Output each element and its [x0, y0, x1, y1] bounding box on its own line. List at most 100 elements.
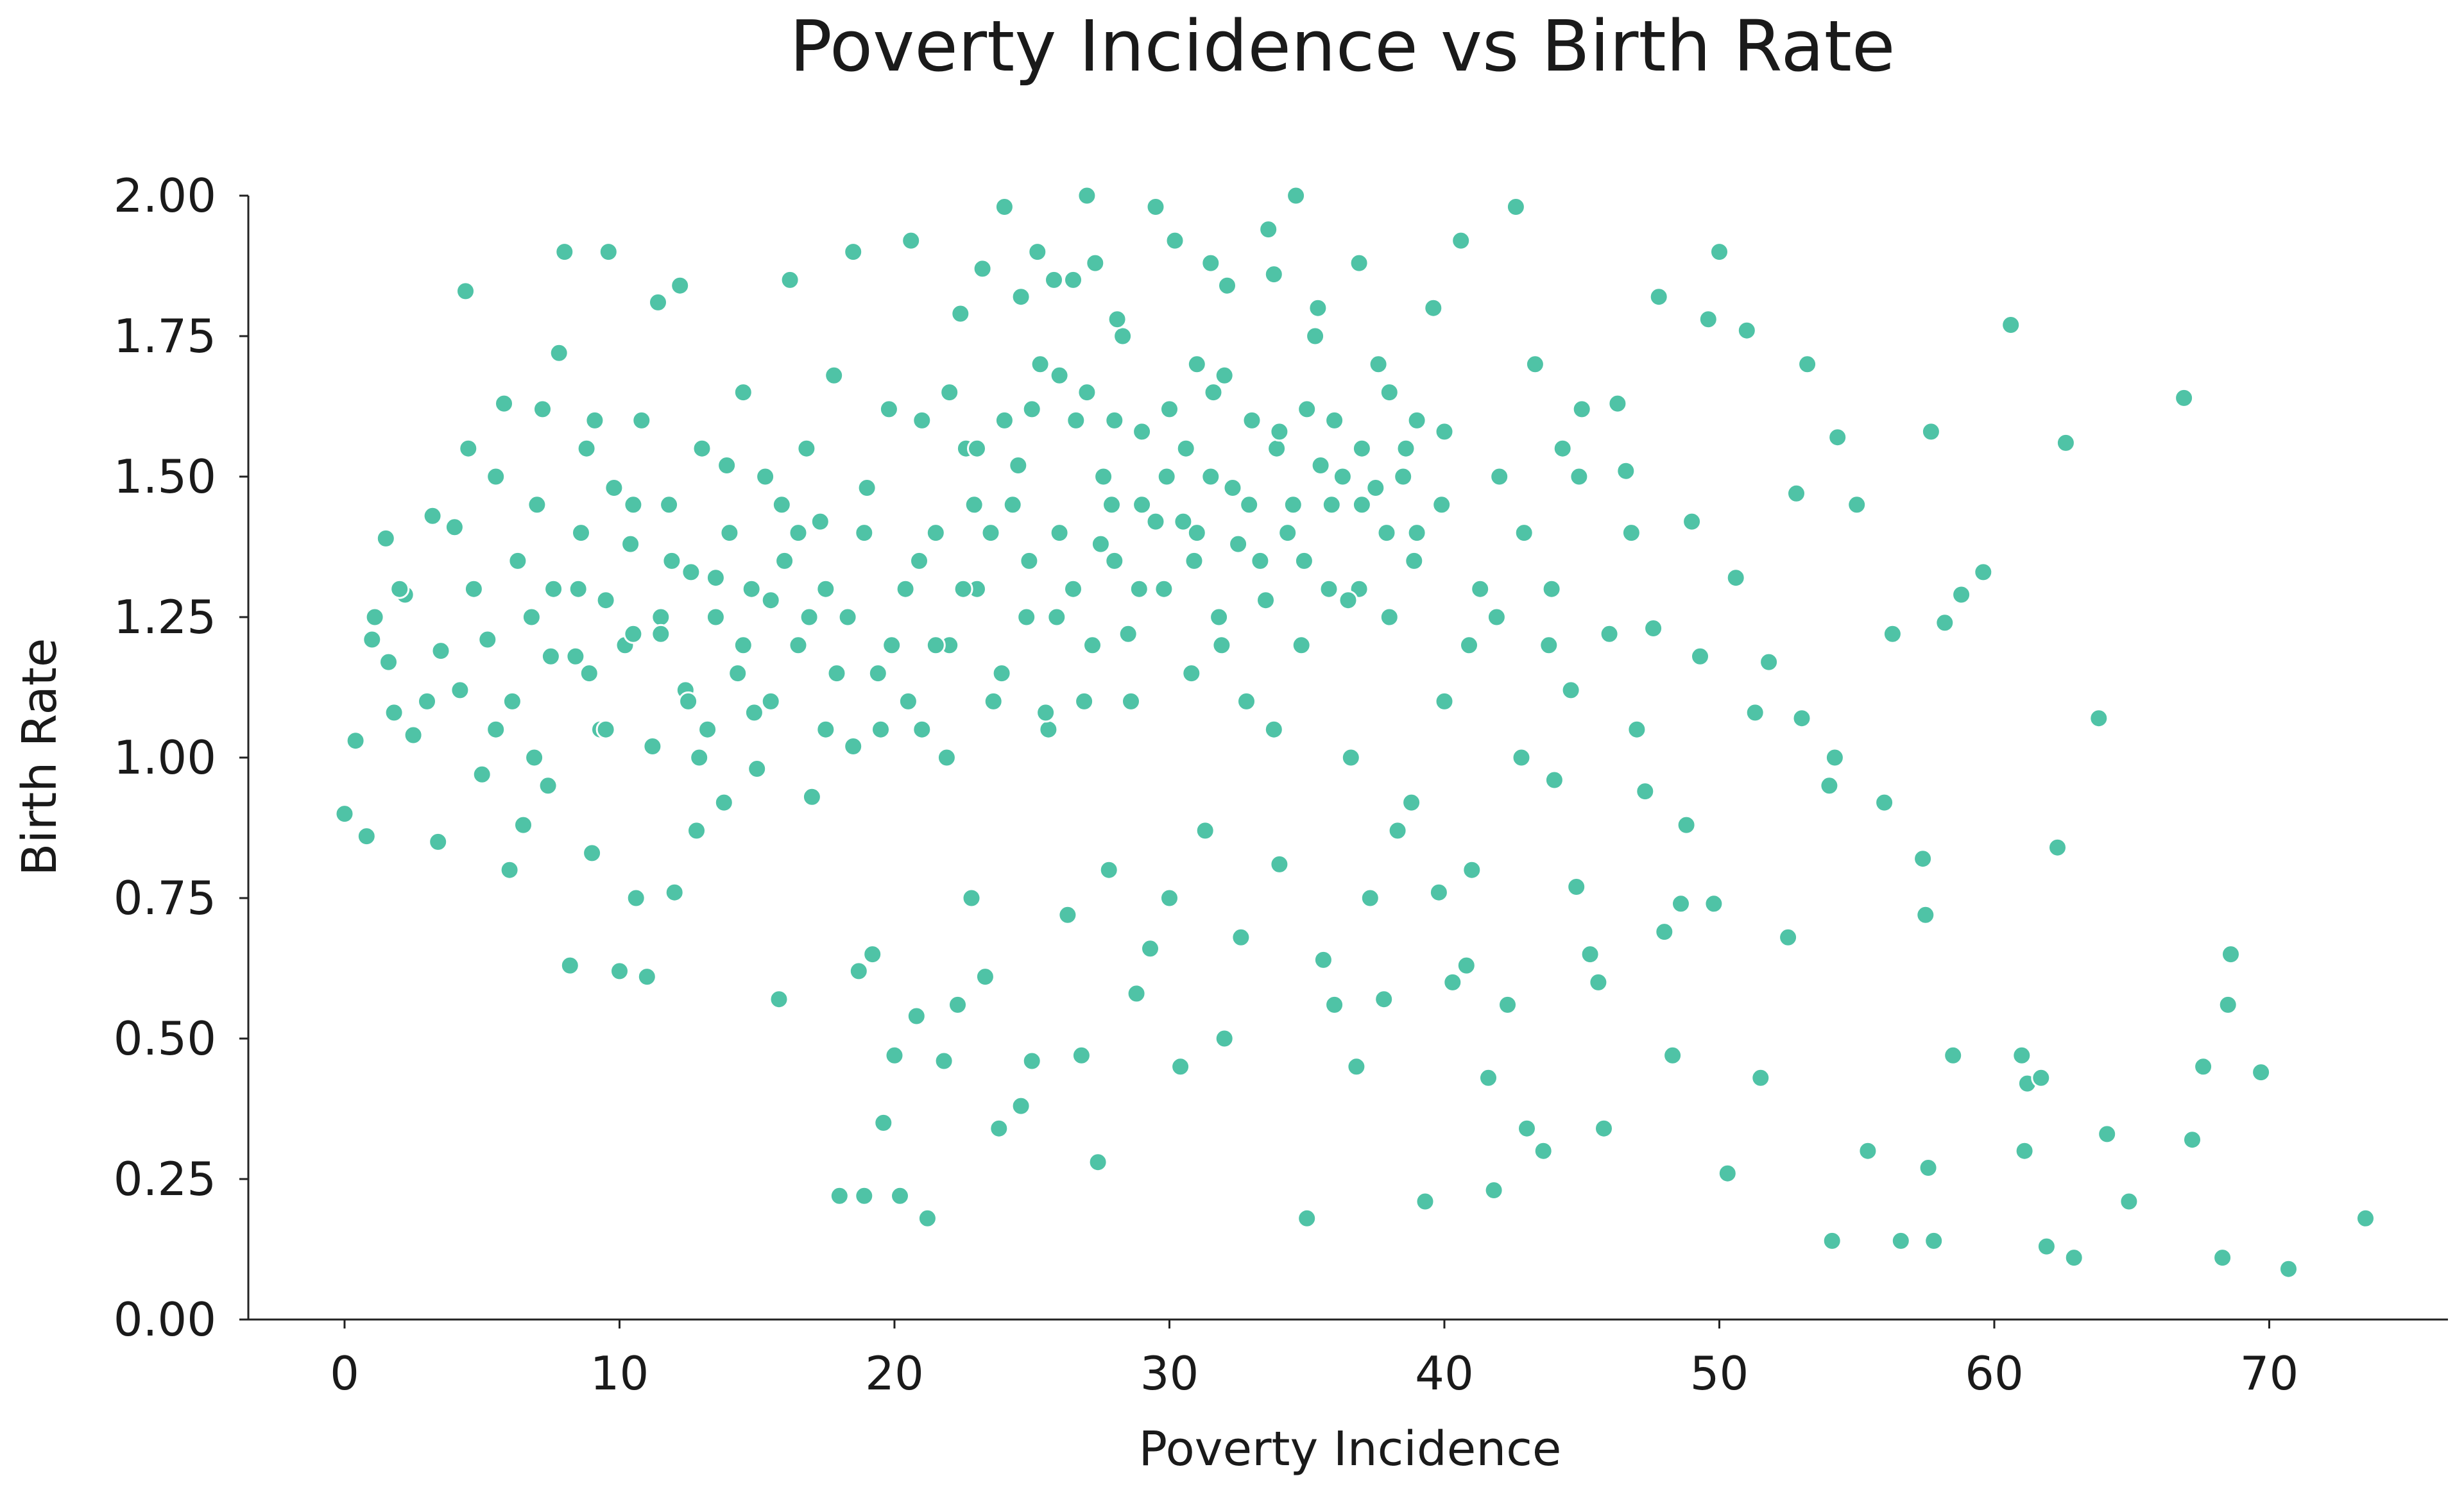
data-point: [994, 410, 1014, 430]
data-point: [1181, 663, 1202, 684]
data-point: [1214, 365, 1235, 386]
data-point: [771, 495, 792, 515]
data-point: [403, 725, 424, 745]
data-point: [1824, 747, 1845, 768]
data-point: [1874, 792, 1895, 813]
data-point: [1242, 410, 1262, 430]
data-point: [873, 1112, 894, 1133]
data-point: [1819, 776, 1840, 796]
data-point: [1077, 382, 1097, 403]
data-point: [626, 888, 646, 908]
data-point: [1071, 1045, 1091, 1065]
data-point: [1709, 242, 1729, 262]
data-point: [692, 438, 712, 459]
data-point: [1283, 495, 1303, 515]
data-point: [1442, 972, 1463, 992]
data-point: [648, 292, 668, 312]
data-point: [1797, 354, 1818, 375]
data-point: [1184, 550, 1204, 571]
data-point: [843, 736, 864, 756]
data-point: [2048, 837, 2067, 858]
data-point: [1349, 253, 1369, 273]
data-point: [623, 624, 644, 644]
data-point: [1918, 1158, 1938, 1178]
data-point: [1648, 287, 1669, 307]
data-point: [499, 860, 520, 880]
data-point: [1434, 691, 1455, 711]
y-tick-label: 1.50: [114, 450, 216, 504]
data-point: [747, 759, 767, 779]
data-point: [1159, 399, 1179, 420]
data-point: [2251, 1062, 2272, 1083]
data-point: [788, 635, 809, 656]
data-point: [906, 1006, 927, 1026]
data-point: [1514, 523, 1534, 543]
x-ticks: 0 10 20 30 40 50 60 70: [330, 1320, 2298, 1400]
data-point: [925, 635, 946, 656]
data-point: [1250, 550, 1270, 571]
data-point: [697, 719, 718, 740]
data-point: [458, 438, 479, 459]
data-point: [1145, 197, 1166, 217]
data-point: [705, 607, 726, 627]
data-point: [1214, 1028, 1235, 1049]
data-point: [1607, 393, 1628, 414]
data-point: [1451, 230, 1471, 251]
data-point: [878, 399, 899, 420]
data-point: [975, 967, 995, 987]
data-point: [882, 635, 902, 656]
data-point: [2089, 708, 2109, 729]
data-point: [1102, 495, 1122, 515]
data-point: [604, 478, 624, 498]
data-point: [950, 303, 971, 324]
data-point: [1489, 466, 1510, 487]
data-point: [744, 702, 764, 723]
data-point: [1239, 495, 1260, 515]
data-point: [1022, 399, 1042, 420]
data-point: [1201, 466, 1221, 487]
data-point: [579, 663, 599, 684]
x-tick-label: 60: [1965, 1346, 2024, 1400]
data-point: [1434, 421, 1455, 442]
y-ticks: 0.00 0.25 0.50 0.75 1.00 1.25 1.50 1.75 2.00: [114, 169, 248, 1346]
data-point: [1211, 635, 1232, 656]
data-point: [1066, 410, 1086, 430]
data-point: [780, 269, 800, 290]
data-point: [1030, 354, 1050, 375]
y-tick-label: 0.75: [114, 871, 216, 925]
data-point: [1552, 438, 1573, 459]
data-point: [857, 478, 877, 498]
data-point: [598, 242, 619, 262]
data-point: [1566, 877, 1587, 897]
data-point: [760, 691, 781, 711]
data-point: [2212, 1248, 2233, 1268]
data-point: [533, 399, 552, 420]
data-point: [788, 523, 809, 543]
data-point: [356, 826, 377, 847]
data-point: [1057, 904, 1078, 925]
data-point: [1294, 550, 1314, 571]
points-layer: [334, 185, 2375, 1279]
data-point: [1690, 646, 1710, 666]
data-point: [895, 579, 916, 599]
data-point: [543, 579, 564, 599]
data-point: [948, 994, 968, 1015]
data-point: [524, 747, 545, 768]
data-point: [994, 197, 1014, 217]
data-point: [1222, 478, 1243, 498]
data-point: [1486, 607, 1507, 627]
data-point: [2001, 315, 2021, 335]
data-point: [1186, 354, 1207, 375]
y-tick-label: 1.25: [114, 590, 216, 644]
data-point: [1750, 1067, 1771, 1088]
data-point: [939, 382, 960, 403]
data-point: [1368, 354, 1389, 375]
data-point: [890, 1185, 910, 1206]
data-point: [1085, 253, 1106, 273]
data-point: [1319, 579, 1339, 599]
data-point: [1132, 495, 1152, 515]
data-point: [364, 607, 385, 627]
data-point: [1022, 1051, 1042, 1071]
data-point: [1404, 550, 1425, 571]
data-point: [1698, 309, 1718, 330]
